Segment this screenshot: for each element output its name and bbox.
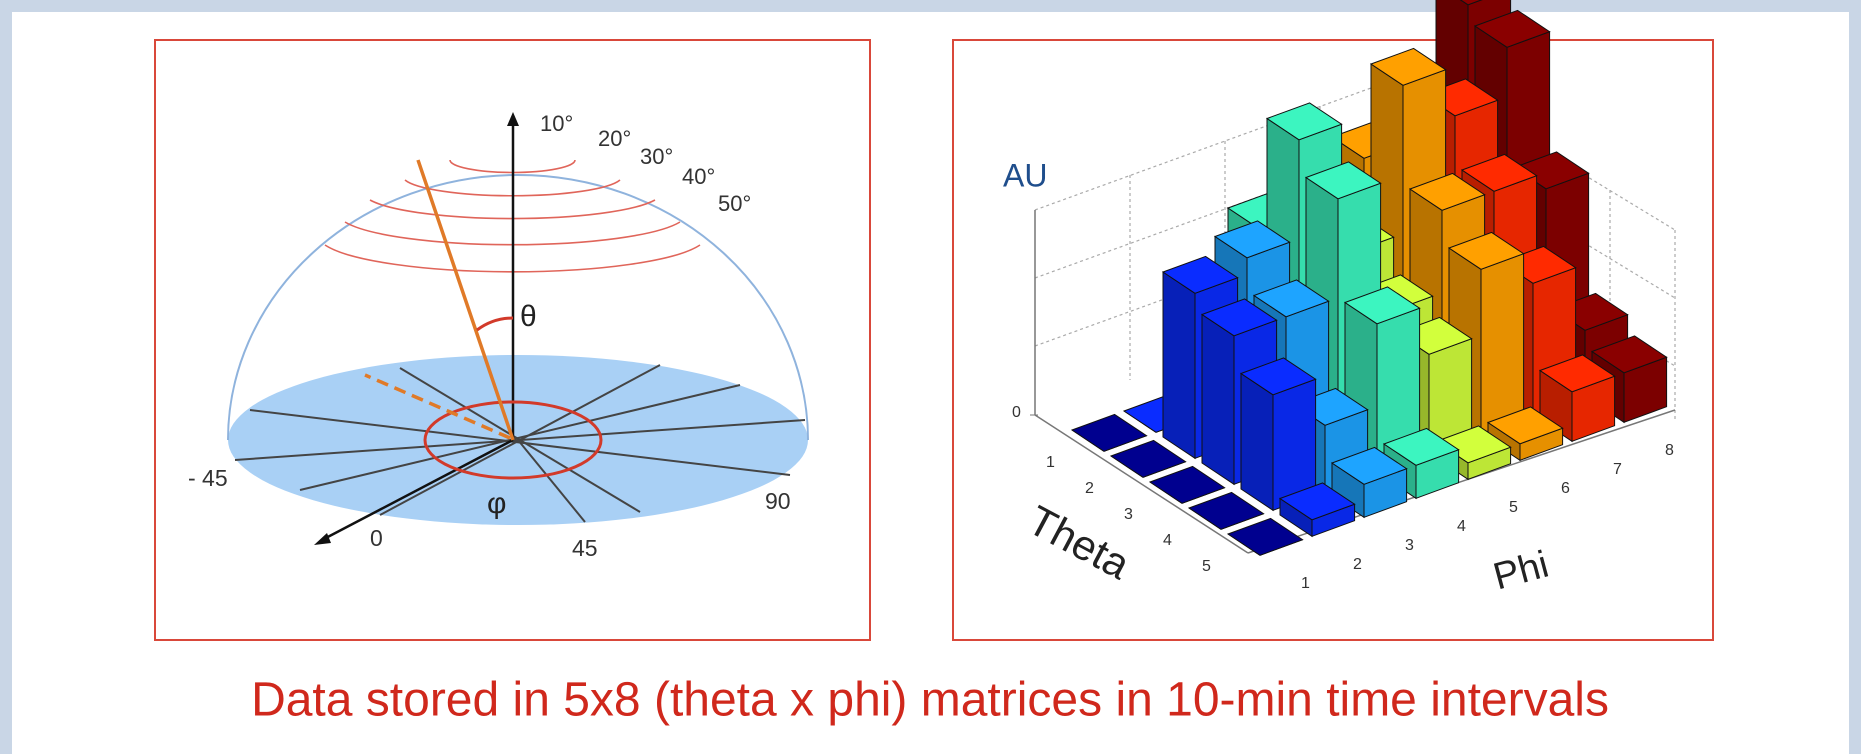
phi-tick-label: 4 (1457, 518, 1466, 535)
theta-tick-label: 4 (1163, 532, 1172, 549)
phi-tick-label: 7 (1613, 461, 1622, 478)
phi-tick-label: 5 (1509, 499, 1518, 516)
phi-tick-label: 1 (1301, 575, 1310, 592)
azimuth-label: 90 (765, 488, 791, 514)
bar-left-face (1163, 272, 1195, 458)
slide: 10°20°30°40°50°θφ- 4504590 AU Theta Phi … (0, 0, 1861, 754)
bar (1241, 358, 1316, 510)
page: 10°20°30°40°50°θφ- 4504590 AU Theta Phi … (0, 0, 1861, 754)
phi-tick-label: 8 (1665, 442, 1674, 459)
theta-tick-label: 2 (1085, 480, 1094, 497)
phi-tick-label: 2 (1353, 556, 1362, 573)
phi-tick-label: 3 (1405, 537, 1414, 554)
bar-left-face (1202, 315, 1234, 485)
z-axis-label: AU (1003, 157, 1047, 193)
theta-symbol: θ (520, 300, 537, 333)
azimuth-label: 0 (370, 525, 383, 551)
theta-tick-label: 3 (1124, 506, 1133, 523)
phi-symbol: φ (487, 487, 506, 520)
bar-front-face (1481, 254, 1524, 435)
theta-tick-label: 1 (1046, 454, 1055, 471)
bar-left-face (1241, 374, 1273, 511)
elevation-label: 20° (598, 126, 631, 151)
azimuth-label: - 45 (188, 465, 228, 491)
elevation-label: 40° (682, 164, 715, 189)
z-tick-label: 0 (1012, 404, 1021, 421)
theta-tick-label: 5 (1202, 558, 1211, 575)
elevation-label: 10° (540, 111, 573, 136)
elevation-label: 30° (640, 144, 673, 169)
phi-tick-label: 6 (1561, 480, 1570, 497)
elevation-label: 50° (718, 191, 751, 216)
caption: Data stored in 5x8 (theta x phi) matrice… (251, 674, 1609, 727)
azimuth-label: 45 (572, 535, 598, 561)
